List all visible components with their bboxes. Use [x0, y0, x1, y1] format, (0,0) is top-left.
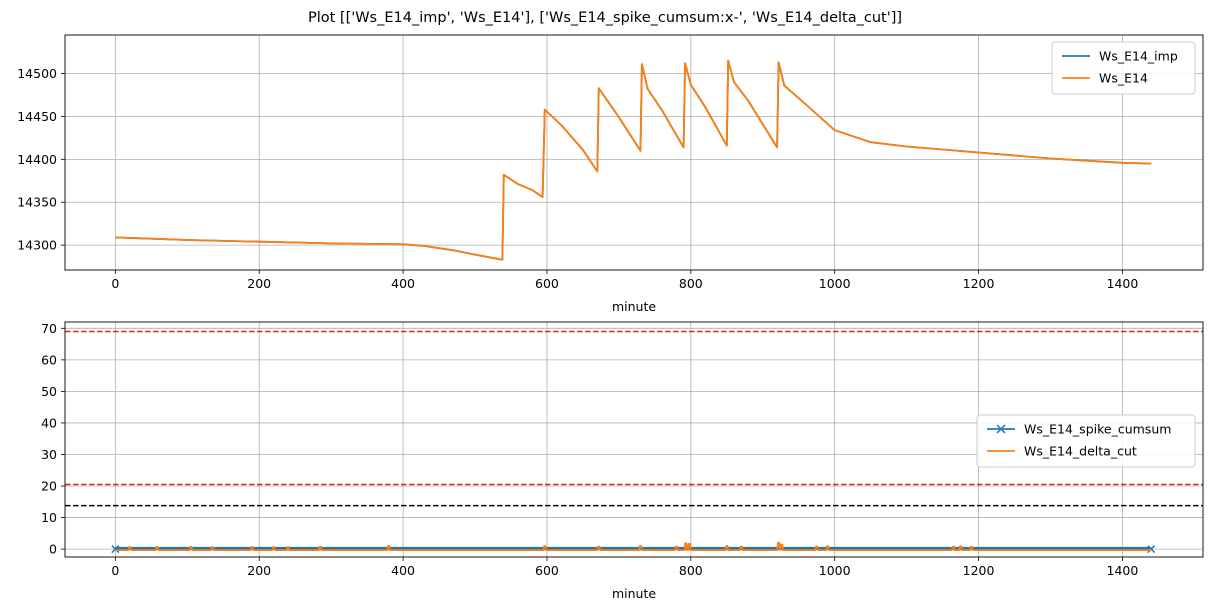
legend-label: Ws_E14_spike_cumsum: [1024, 422, 1171, 437]
x-tick-label: 800: [679, 276, 703, 291]
top-axes-frame: [64, 34, 1204, 271]
y-tick-label: 30: [41, 447, 57, 462]
top-axes: 0 200 400 600 800 1000 1200 1400 14300 14350 14400…: [17, 34, 1204, 314]
y-tick-label: 14450: [17, 109, 57, 124]
x-tick-label: 800: [679, 563, 703, 578]
x-marker: [111, 545, 120, 554]
x-tick-label: 1400: [1107, 563, 1139, 578]
x-tick-label: 1000: [819, 276, 851, 291]
y-tick-label: 14300: [17, 238, 57, 253]
legend-label: Ws_E14: [1099, 71, 1148, 86]
top-gridlines: [65, 35, 1203, 270]
bottom-hlines: [65, 330, 1203, 507]
legend-label: Ws_E14_imp: [1099, 49, 1178, 64]
top-legend: Ws_E14_imp Ws_E14: [1051, 41, 1196, 95]
y-tick-label: 14400: [17, 152, 57, 167]
y-tick-label: 14500: [17, 66, 57, 81]
y-tick-label: 10: [41, 510, 57, 525]
top-xlabel: minute: [612, 299, 656, 314]
x-tick-label: 600: [535, 563, 559, 578]
top-ticks: 0 200 400 600 800 1000 1200 1400 14300 14350 14400…: [17, 66, 1138, 291]
x-tick-label: 1200: [963, 276, 995, 291]
x-marker: [1147, 545, 1156, 554]
y-tick-label: 40: [41, 415, 57, 430]
legend-marker: [996, 424, 1006, 434]
bottom-xlabel: minute: [612, 586, 656, 601]
legend-label: Ws_E14_delta_cut: [1024, 444, 1137, 459]
y-tick-label: 20: [41, 479, 57, 494]
bottom-ticks: 0 200 400 600 800 1000 1200 1400 0 10 20 30 40 50 60 70: [41, 321, 1138, 578]
figure-title: Plot [['Ws_E14_imp', 'Ws_E14'], ['Ws_E14…: [308, 10, 902, 26]
x-tick-label: 400: [391, 276, 415, 291]
y-tick-label: 14350: [17, 195, 57, 210]
series-line: [115, 59, 1152, 261]
x-tick-label: 1000: [819, 563, 851, 578]
x-tick-label: 600: [535, 276, 559, 291]
x-tick-label: 200: [247, 563, 271, 578]
x-tick-label: 400: [391, 563, 415, 578]
x-tick-label: 200: [247, 276, 271, 291]
y-tick-label: 70: [41, 321, 57, 336]
bottom-axes: 0 200 400 600 800 1000 1200 1400 0 10 20 30 40 50 60 70…: [41, 321, 1204, 601]
x-tick-label: 0: [111, 563, 119, 578]
x-tick-label: 1200: [963, 563, 995, 578]
legend-box: [1051, 41, 1196, 95]
series-line: [115, 541, 1152, 551]
bottom-axes-frame: [64, 321, 1204, 558]
series-line: [115, 59, 1152, 261]
legend-box: [976, 414, 1196, 468]
x-tick-label: 0: [111, 276, 119, 291]
top-plot-lines: [115, 59, 1152, 261]
bottom-plot-lines: [111, 541, 1156, 554]
y-tick-label: 0: [49, 542, 57, 557]
y-tick-label: 50: [41, 384, 57, 399]
y-tick-label: 60: [41, 352, 57, 367]
x-tick-label: 1400: [1107, 276, 1139, 291]
bottom-legend: Ws_E14_spike_cumsum Ws_E14_delta_cut: [976, 414, 1196, 468]
